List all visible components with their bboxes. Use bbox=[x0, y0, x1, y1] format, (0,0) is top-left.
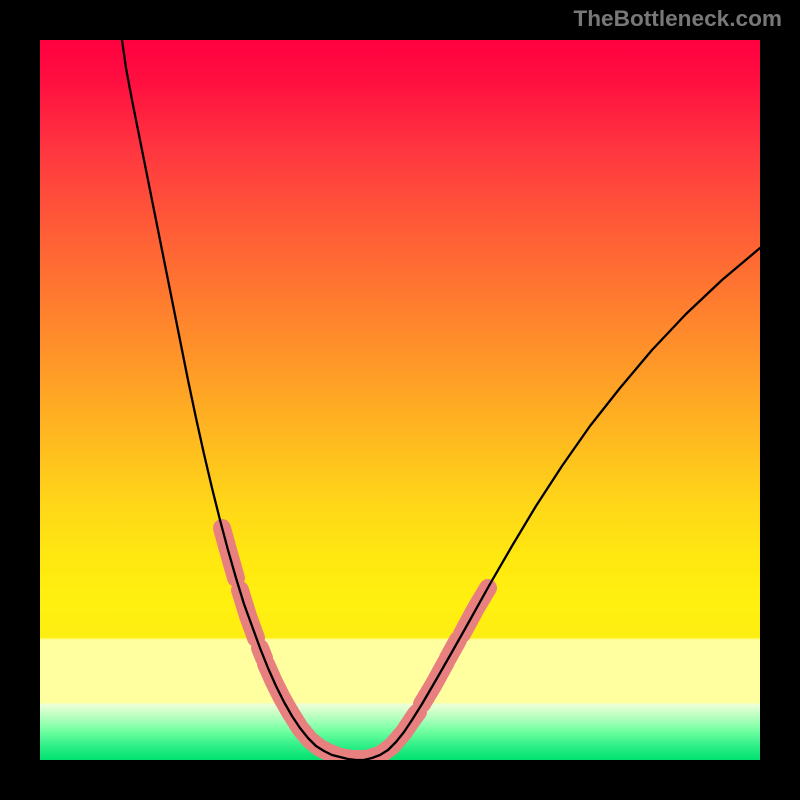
highlight-group bbox=[222, 528, 488, 759]
bottleneck-curve bbox=[122, 40, 760, 760]
highlight-segment bbox=[290, 712, 416, 759]
chart-svg bbox=[40, 40, 760, 760]
chart-root: TheBottleneck.com bbox=[0, 0, 800, 800]
chart-plot-area bbox=[40, 40, 760, 760]
